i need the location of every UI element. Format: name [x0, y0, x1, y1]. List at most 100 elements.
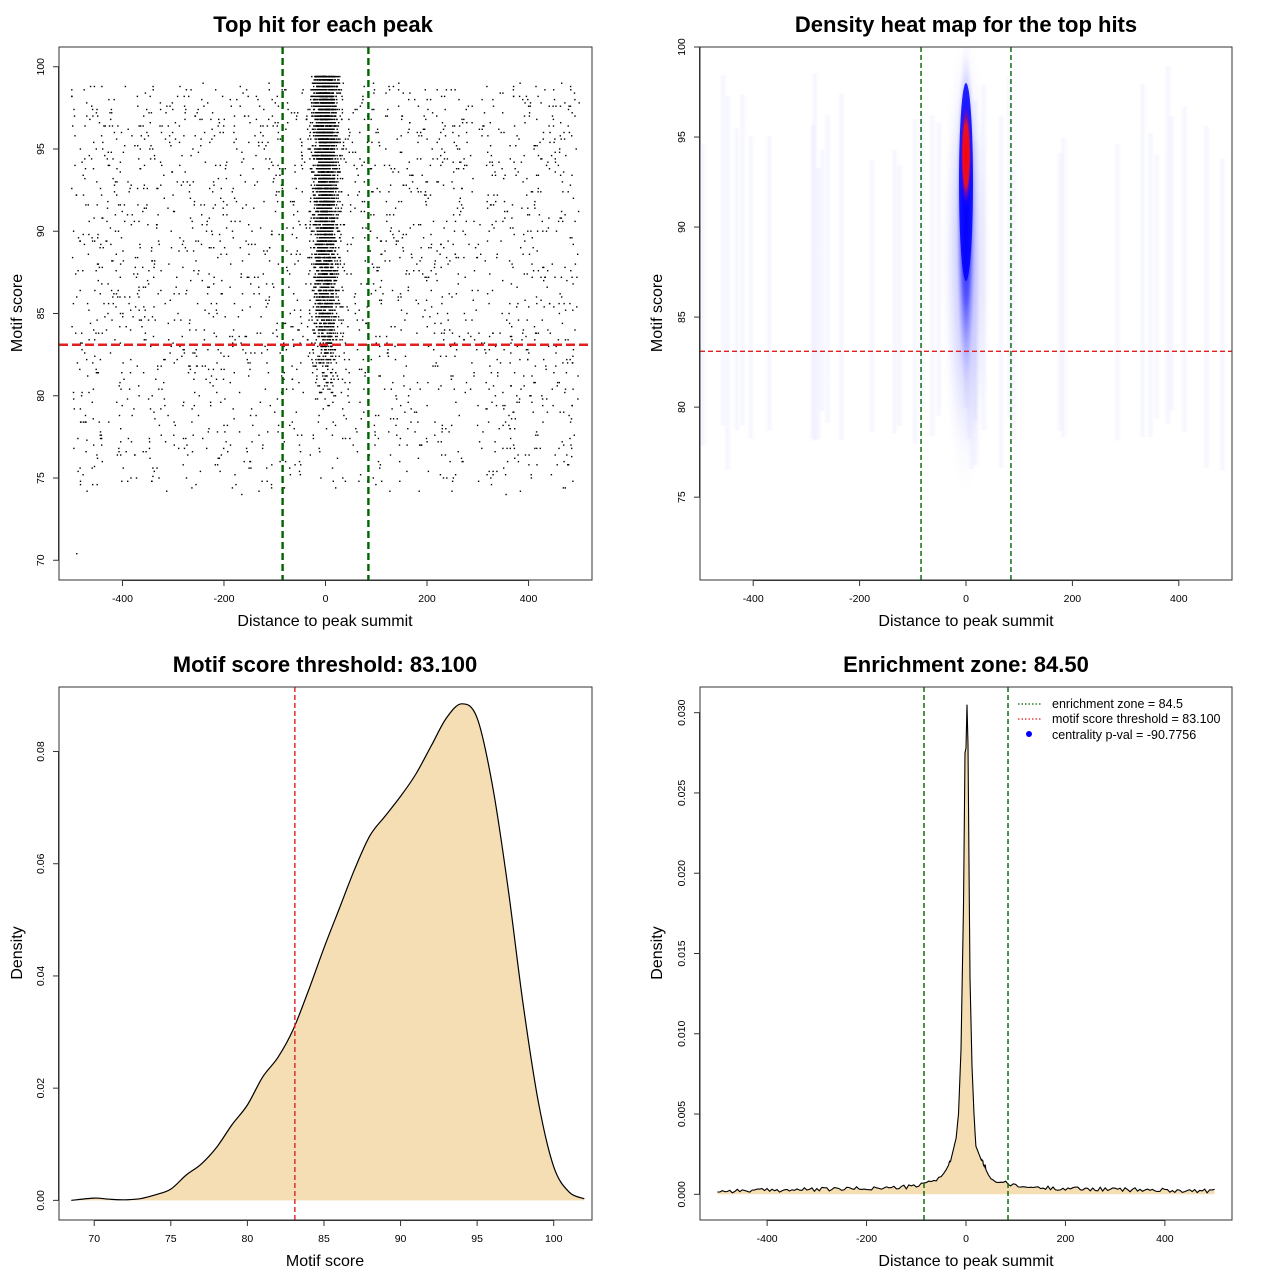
scatter-point [317, 358, 319, 361]
scatter-point [306, 115, 308, 117]
scatter-point [321, 135, 323, 137]
scatter-point [322, 286, 324, 288]
scatter-point [400, 151, 403, 153]
scatter-point [161, 388, 163, 390]
scatter-point [453, 187, 455, 190]
scatter-point [449, 329, 451, 331]
scatter-point [517, 454, 519, 456]
scatter-point [182, 349, 184, 351]
scatter-point [336, 141, 338, 144]
scatter-point [268, 89, 270, 91]
scatter-point [236, 148, 238, 150]
scatter-point [195, 260, 197, 262]
scatter-point [248, 276, 250, 278]
scatter-point [125, 451, 127, 453]
scatter-point [327, 381, 329, 384]
scatter-point [386, 342, 388, 344]
scatter-point [323, 322, 325, 325]
scatter-point [324, 365, 327, 367]
scatter-point [323, 89, 325, 91]
scatter-point [308, 309, 311, 311]
scatter-point [408, 273, 410, 275]
scatter-point [314, 95, 317, 98]
scatter-point [328, 263, 330, 265]
scatter-point [233, 115, 236, 117]
scatter-point [326, 273, 329, 275]
scatter-point [138, 385, 140, 387]
scatter-point [461, 187, 463, 190]
scatter-point [339, 224, 342, 226]
scatter-point [514, 418, 516, 420]
scatter-point [226, 424, 229, 427]
scatter-point [325, 145, 327, 147]
scatter-point [328, 332, 330, 334]
scatter-point [309, 240, 311, 242]
scatter-point [222, 131, 224, 134]
scatter-point [329, 266, 332, 269]
scatter-point [337, 289, 339, 292]
scatter-point [517, 171, 519, 173]
scatter-point [323, 247, 325, 249]
scatter-point [518, 398, 521, 400]
scatter-point [318, 187, 320, 190]
scatter-point [329, 332, 332, 334]
scatter-point [425, 437, 428, 440]
scatter-point [230, 105, 232, 107]
scatter-point [327, 191, 329, 193]
scatter-point [279, 460, 281, 463]
scatter-point [336, 135, 338, 137]
scatter-point [330, 352, 332, 354]
scatter-point [327, 112, 329, 114]
scatter-point [336, 82, 338, 84]
scatter-point [494, 171, 496, 173]
scatter-point [111, 112, 113, 114]
scatter-point [191, 487, 193, 489]
scatter-point [329, 161, 332, 163]
scatter-point [326, 289, 328, 292]
scatter-point [324, 309, 326, 311]
scatter-point [564, 391, 566, 394]
scatter-point [327, 151, 330, 153]
scatter-point [310, 138, 312, 140]
scatter-point [331, 112, 333, 114]
scatter-point [318, 355, 321, 357]
scatter-point [333, 322, 335, 325]
scatter-point [326, 326, 328, 328]
scatter-point [95, 112, 98, 114]
scatter-point [320, 237, 322, 239]
scatter-point [464, 164, 466, 167]
scatter-point [329, 128, 331, 130]
scatter-point [271, 283, 274, 285]
scatter-point [361, 227, 364, 229]
scatter-point [170, 230, 172, 232]
scatter-point [517, 302, 519, 305]
scatter-point [316, 184, 318, 186]
scatter-point [322, 372, 324, 374]
scatter-point [95, 270, 97, 272]
scatter-point [319, 184, 322, 186]
scatter-point [275, 174, 277, 176]
scatter-point [558, 447, 560, 450]
scatter-point [338, 82, 340, 84]
scatter-point [334, 263, 337, 265]
scatter-point [245, 447, 248, 450]
scatter-point [239, 174, 242, 176]
scatter-point [325, 358, 327, 361]
scatter-point [325, 85, 327, 88]
scatter-point [144, 286, 147, 288]
scatter-point [330, 329, 332, 331]
scatter-point [326, 128, 329, 130]
scatter-point [176, 181, 178, 183]
scatter-point [323, 102, 326, 104]
scatter-point [328, 339, 330, 341]
scatter-point [158, 388, 160, 390]
scatter-point [313, 214, 316, 216]
scatter-point [328, 177, 331, 180]
scatter-point [231, 487, 234, 489]
scatter-point [317, 135, 319, 137]
scatter-point [333, 105, 335, 107]
scatter-point [489, 204, 492, 206]
scatter-point [319, 237, 322, 239]
scatter-point [121, 480, 123, 482]
scatter-point [254, 184, 256, 186]
